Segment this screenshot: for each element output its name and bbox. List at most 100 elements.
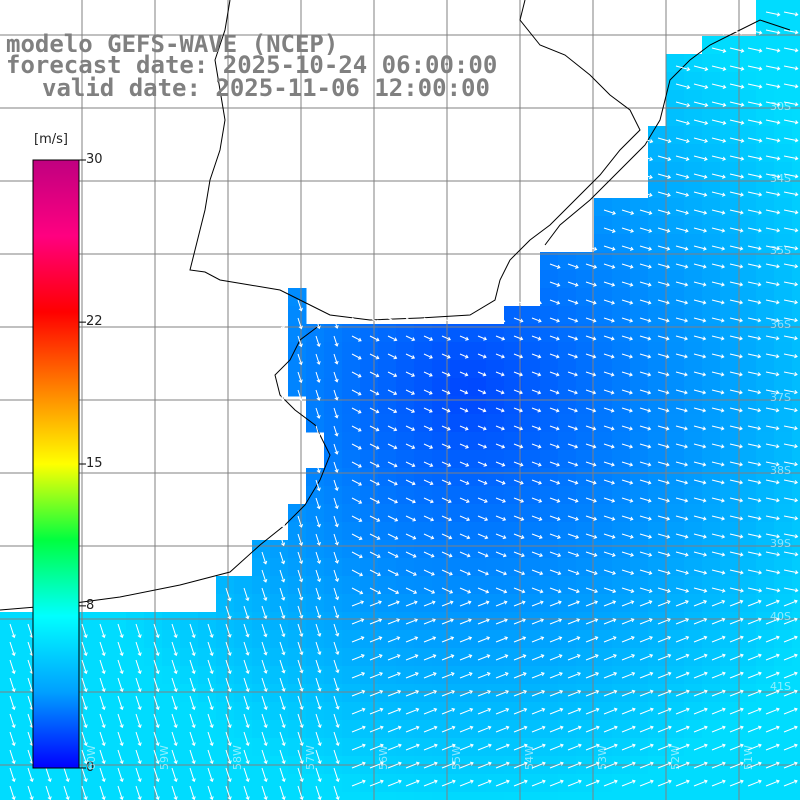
wind-arrow-head — [775, 743, 780, 748]
wind-arrow — [567, 708, 581, 715]
wind-arrow-head — [720, 408, 725, 413]
ocean-cell — [612, 486, 631, 505]
ocean-cell — [792, 36, 800, 55]
ocean-cell — [396, 450, 415, 469]
wind-arrow — [333, 785, 339, 800]
wind-arrow — [747, 119, 762, 124]
wind-arrow-head — [281, 578, 286, 583]
ocean-cell — [612, 774, 631, 793]
wind-arrow-head — [519, 462, 524, 467]
ocean-cell — [378, 738, 397, 757]
wind-arrow-head — [334, 541, 339, 546]
wind-arrow-head — [519, 300, 524, 305]
ocean-cell — [180, 702, 199, 721]
wind-arrow-head — [758, 66, 763, 71]
ocean-cell — [702, 432, 721, 451]
wind-arrow — [513, 407, 523, 412]
wind-arrow — [639, 569, 652, 574]
ocean-cell — [414, 594, 433, 613]
ocean-cell — [594, 684, 613, 703]
wind-arrow-head — [411, 319, 416, 324]
wind-arrow — [279, 641, 285, 655]
wind-arrow — [675, 762, 690, 769]
ocean-cell — [414, 774, 433, 793]
wind-arrow-head — [649, 671, 654, 676]
ocean-cell — [450, 684, 469, 703]
ocean-cell — [486, 468, 505, 487]
wind-arrow — [459, 654, 472, 661]
wind-arrow — [567, 569, 579, 575]
wind-arrow-head — [519, 336, 524, 341]
wind-arrow — [585, 497, 597, 502]
wind-arrow-head — [541, 743, 546, 748]
ocean-cell — [720, 90, 739, 109]
ocean-cell — [630, 324, 649, 343]
wind-arrow — [459, 762, 474, 769]
ocean-cell — [306, 684, 325, 703]
wind-arrow-head — [649, 743, 654, 748]
ocean-cell — [360, 504, 379, 523]
ocean-cell — [450, 450, 469, 469]
ocean-cell — [756, 396, 775, 415]
wind-arrow — [333, 767, 339, 782]
wind-arrow-head — [335, 724, 340, 728]
ocean-cell — [576, 396, 595, 415]
wind-arrow — [351, 690, 365, 697]
wind-arrow-head — [721, 498, 725, 503]
wind-arrow — [567, 619, 580, 625]
colorbar-tick-label: 8 — [86, 597, 95, 613]
wind-arrow-head — [357, 391, 362, 396]
ocean-cell — [342, 504, 361, 523]
wind-arrow-head — [557, 571, 562, 576]
wind-arrow — [45, 785, 51, 800]
wind-arrow — [549, 619, 562, 625]
wind-arrow — [657, 245, 670, 250]
ocean-cell — [522, 792, 541, 800]
wind-arrow — [513, 587, 525, 593]
wind-arrow-head — [740, 84, 745, 89]
wind-arrow-head — [335, 796, 340, 800]
wind-arrow-head — [467, 589, 472, 594]
wind-arrow-head — [667, 743, 672, 748]
ocean-cell — [684, 198, 703, 217]
wind-arrow-head — [505, 725, 510, 730]
ocean-cell — [270, 630, 289, 649]
wind-arrow-head — [721, 246, 726, 251]
wind-arrow-head — [414, 618, 418, 623]
ocean-cell — [396, 720, 415, 739]
wind-arrow — [63, 785, 69, 800]
wind-arrow-head — [739, 336, 743, 341]
ocean-cell — [648, 396, 667, 415]
wind-arrow-head — [630, 600, 635, 605]
wind-arrow-head — [209, 688, 214, 693]
wind-arrow-head — [395, 572, 399, 577]
wind-arrow-head — [358, 481, 363, 486]
wind-arrow-head — [469, 689, 473, 694]
ocean-cell — [702, 612, 721, 631]
wind-arrow — [783, 119, 798, 124]
wind-arrow-head — [281, 615, 286, 619]
wind-arrow — [207, 749, 213, 764]
ocean-cell — [702, 360, 721, 379]
wind-arrow-head — [395, 600, 400, 605]
wind-arrow — [549, 726, 564, 733]
wind-arrow — [765, 29, 780, 34]
ocean-cell — [0, 720, 19, 739]
wind-arrow — [459, 461, 469, 467]
wind-arrow-head — [415, 689, 420, 694]
wind-arrow-head — [685, 653, 690, 658]
wind-arrow-head — [757, 246, 762, 251]
wind-arrow — [369, 744, 384, 751]
wind-arrow-head — [722, 30, 727, 35]
wind-arrow — [531, 672, 545, 679]
wind-arrow-head — [757, 743, 762, 748]
wind-arrow-head — [119, 778, 124, 783]
wind-arrow — [405, 672, 419, 679]
ocean-cell — [288, 342, 307, 361]
wind-arrow-head — [776, 246, 781, 251]
wind-arrow-head — [703, 671, 708, 676]
wind-arrow — [369, 335, 380, 341]
wind-arrow-head — [702, 498, 707, 503]
wind-arrow — [27, 695, 33, 710]
wind-arrow-head — [376, 554, 381, 559]
